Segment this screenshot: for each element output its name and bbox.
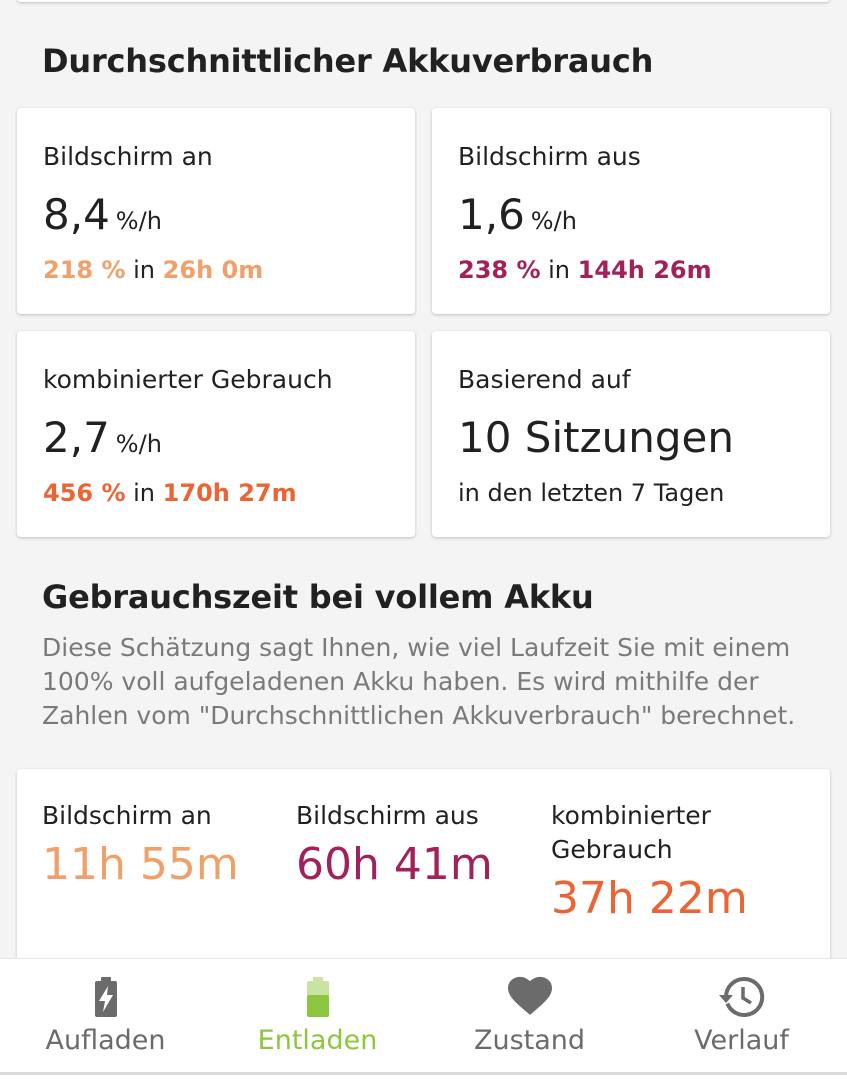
battery-discharging-icon — [306, 977, 329, 1017]
summary-percent: 456 % — [43, 479, 126, 507]
card-full-charge-estimate: Bildschirm an 11h 55m Bildschirm aus 60h… — [17, 769, 830, 969]
nav-label: Verlauf — [694, 1025, 789, 1056]
summary-percent: 218 % — [43, 256, 126, 284]
summary-in: in — [133, 256, 156, 284]
estimate-screen-off: Bildschirm aus 60h 41m — [296, 799, 536, 887]
estimate-combined: kombinierter Gebrauch 37h 22m — [551, 799, 751, 921]
full-section-title: Gebrauchszeit bei vollem Akku — [42, 578, 594, 616]
card-screen-on-usage: Bildschirm an 8,4 %/h 218 % in 26h 0m — [17, 108, 415, 314]
estimate-label: kombinierter Gebrauch — [551, 801, 711, 864]
card-label: Bildschirm aus — [458, 142, 641, 171]
usage-summary: 238 % in 144h 26m — [458, 256, 712, 284]
card-label: Bildschirm an — [43, 142, 213, 171]
summary-in: in — [548, 256, 571, 284]
usage-rate-value: 1,6 %/h — [458, 194, 577, 236]
estimate-label: Bildschirm an — [42, 801, 212, 830]
rate-unit: %/h — [115, 207, 162, 235]
previous-card-edge — [17, 0, 830, 2]
usage-rate-value: 2,7 %/h — [43, 417, 162, 459]
usage-summary: 218 % in 26h 0m — [43, 256, 263, 284]
nav-label: Zustand — [473, 1025, 586, 1056]
card-label: kombinierter Gebrauch — [43, 365, 333, 394]
rate-number: 2,7 — [43, 413, 110, 462]
rate-number: 8,4 — [43, 190, 110, 239]
full-section-description: Diese Schätzung sagt Ihnen, wie viel Lau… — [42, 633, 796, 730]
card-combined-usage: kombinierter Gebrauch 2,7 %/h 456 % in 17… — [17, 331, 415, 537]
sessions-period: in den letzten 7 Tagen — [458, 479, 725, 507]
estimate-label: Bildschirm aus — [296, 801, 479, 830]
rate-unit: %/h — [115, 430, 162, 458]
card-screen-off-usage: Bildschirm aus 1,6 %/h 238 % in 144h 26m — [432, 108, 830, 314]
estimate-value: 11h 55m — [42, 839, 239, 890]
bottom-divider — [0, 1072, 847, 1075]
nav-label: Entladen — [257, 1025, 378, 1056]
summary-time: 144h 26m — [577, 256, 712, 284]
rate-unit: %/h — [530, 207, 577, 235]
nav-item-zustand[interactable]: Zustand — [424, 959, 635, 1073]
nav-label: Aufladen — [45, 1025, 166, 1056]
summary-time: 170h 27m — [162, 479, 297, 507]
summary-percent: 238 % — [458, 256, 541, 284]
rate-number: 1,6 — [458, 190, 525, 239]
summary-time: 26h 0m — [162, 256, 264, 284]
card-based-on-sessions: Basierend auf 10 Sitzungen in den letzte… — [432, 331, 830, 537]
bottom-navigation: Aufladen Entladen Zustand Verlauf — [0, 958, 847, 1080]
nav-item-aufladen[interactable]: Aufladen — [0, 959, 211, 1073]
nav-item-verlauf[interactable]: Verlauf — [636, 959, 847, 1073]
usage-rate-value: 8,4 %/h — [43, 194, 162, 236]
summary-in: in — [133, 479, 156, 507]
sessions-count: 10 Sitzungen — [458, 413, 734, 462]
estimate-value: 37h 22m — [551, 873, 748, 924]
heart-icon — [507, 976, 552, 1015]
battery-charging-icon — [94, 977, 117, 1017]
estimate-value: 60h 41m — [296, 839, 493, 890]
nav-item-entladen[interactable]: Entladen — [212, 959, 423, 1073]
card-label: Basierend auf — [458, 365, 631, 394]
usage-summary: 456 % in 170h 27m — [43, 479, 297, 507]
estimate-screen-on: Bildschirm an 11h 55m — [42, 799, 282, 887]
history-icon — [718, 976, 764, 1017]
avg-section-title: Durchschnittlicher Akkuverbrauch — [42, 42, 654, 80]
